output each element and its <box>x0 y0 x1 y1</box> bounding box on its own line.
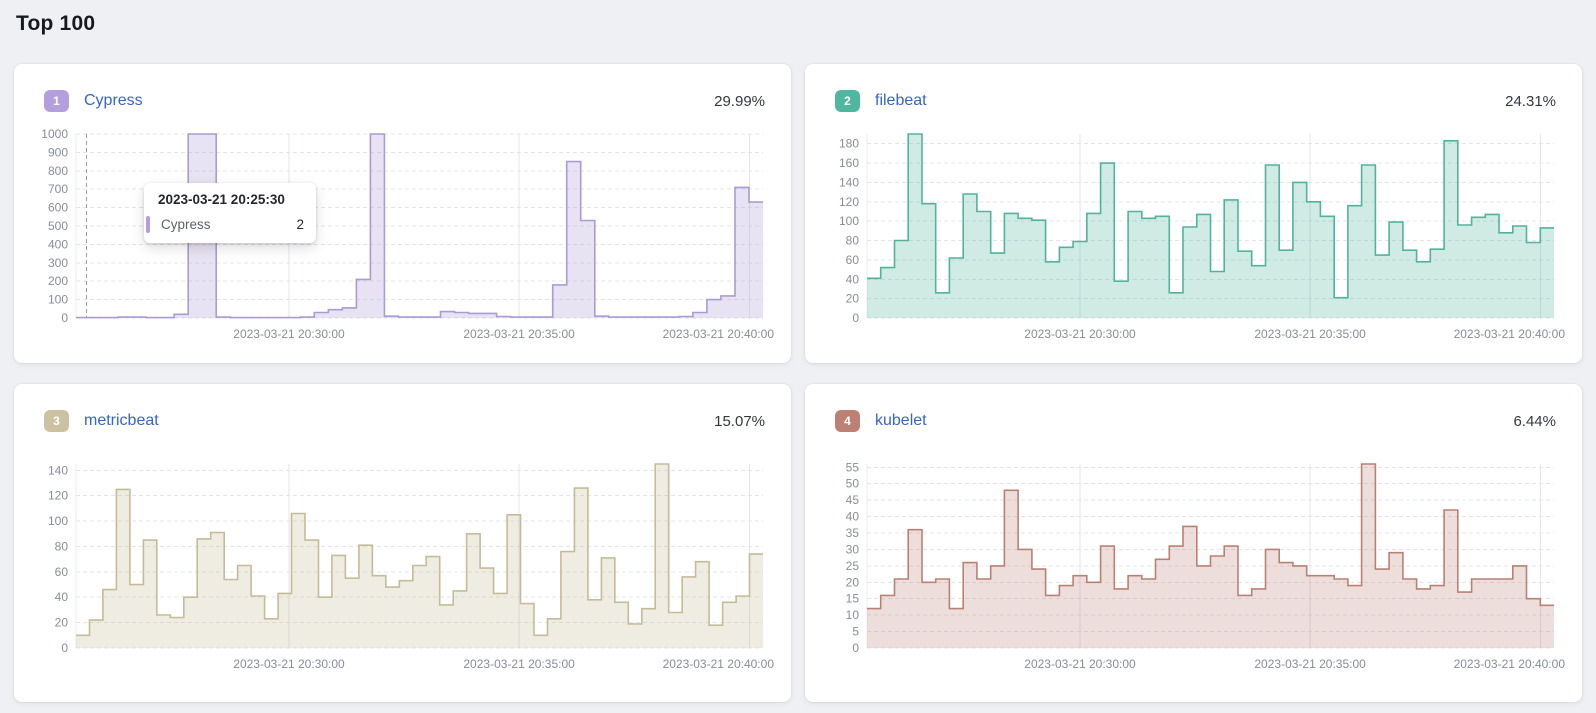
step-area-chart[interactable]: 0 20 40 60 80 100 120 140 160 180 2023-03-21 20:30… <box>821 128 1566 350</box>
y-tick-label: 15 <box>846 592 860 606</box>
area-fill <box>76 464 763 648</box>
x-tick-label: 2023-03-21 20:35:00 <box>463 657 575 671</box>
share-percentage: 29.99% <box>714 92 765 110</box>
y-tick-label: 25 <box>846 559 860 573</box>
y-tick-label: 0 <box>852 311 859 325</box>
step-area-chart[interactable]: 0 5 10 15 20 25 30 35 40 45 50 55 2023-03-21 20:30:0… <box>821 458 1566 680</box>
series-name-link[interactable]: kubelet <box>875 412 927 429</box>
page-title: Top 100 <box>16 12 96 35</box>
y-tick-label: 60 <box>846 253 860 267</box>
x-tick-label: 2023-03-21 20:40:00 <box>663 327 775 341</box>
y-tick-label: 5 <box>852 625 859 639</box>
rank-badge: 3 <box>44 410 69 432</box>
tooltip-series-label: Cypress <box>161 217 211 232</box>
x-tick-label: 2023-03-21 20:30:00 <box>1024 657 1136 671</box>
y-tick-label: 100 <box>839 214 859 228</box>
y-tick-label: 50 <box>846 477 860 491</box>
series-name-link[interactable]: metricbeat <box>84 412 159 429</box>
y-tick-label: 30 <box>846 542 860 556</box>
y-tick-label: 140 <box>48 463 68 477</box>
area-fill <box>76 134 763 318</box>
y-tick-label: 45 <box>846 493 860 507</box>
x-tick-label: 2023-03-21 20:40:00 <box>663 657 775 671</box>
y-tick-label: 55 <box>846 460 860 474</box>
y-tick-label: 10 <box>846 608 860 622</box>
card-header: 1 Cypress 29.99% <box>30 90 775 112</box>
share-percentage: 6.44% <box>1513 412 1556 430</box>
tooltip-timestamp: 2023-03-21 20:25:30 <box>158 192 285 207</box>
series-name-link[interactable]: filebeat <box>875 92 927 109</box>
y-tick-label: 100 <box>48 514 68 528</box>
dashboard-grid: 1 Cypress 29.99% 0 100 200 300 400 500 600 700 8… <box>0 64 1596 702</box>
series-marker <box>146 216 150 233</box>
share-percentage: 15.07% <box>714 412 765 430</box>
y-tick-label: 180 <box>839 137 859 151</box>
x-tick-label: 2023-03-21 20:30:00 <box>1024 327 1136 341</box>
y-tick-label: 160 <box>839 156 859 170</box>
y-tick-label: 800 <box>48 164 68 178</box>
y-tick-label: 20 <box>846 575 860 589</box>
y-tick-label: 120 <box>48 489 68 503</box>
step-area-chart[interactable]: 0 100 200 300 400 500 600 700 800 900 1000 2023-03-… <box>30 128 775 350</box>
x-tick-label: 2023-03-21 20:35:00 <box>1254 657 1366 671</box>
y-tick-label: 700 <box>48 182 68 196</box>
y-tick-label: 0 <box>852 641 859 655</box>
share-percentage: 24.31% <box>1505 92 1556 110</box>
y-tick-label: 40 <box>55 590 69 604</box>
dashboard-page: { "page": { "title": "Top 100" }, "chart… <box>0 12 1596 713</box>
y-tick-label: 500 <box>48 219 68 233</box>
card-header: 2 filebeat 24.31% <box>821 90 1566 112</box>
rank-badge: 2 <box>835 90 860 112</box>
y-tick-label: 300 <box>48 256 68 270</box>
chart-tooltip: 2023-03-21 20:25:30 Cypress 2 <box>144 183 316 243</box>
x-tick-label: 2023-03-21 20:30:00 <box>233 657 345 671</box>
card-header: 3 metricbeat 15.07% <box>30 410 775 432</box>
y-tick-label: 200 <box>48 274 68 288</box>
x-tick-label: 2023-03-21 20:40:00 <box>1454 657 1566 671</box>
y-tick-label: 80 <box>846 234 860 248</box>
chart-card-kubelet: 4 kubelet 6.44% 0 5 10 15 20 25 30 35 40 45 50 55 20… <box>805 384 1582 702</box>
y-tick-label: 600 <box>48 201 68 215</box>
y-tick-label: 100 <box>48 293 68 307</box>
area-line <box>76 463 763 637</box>
rank-badge: 4 <box>835 410 860 432</box>
area-line <box>867 133 1554 299</box>
y-tick-label: 0 <box>61 311 68 325</box>
y-tick-label: 400 <box>48 237 68 251</box>
x-tick-label: 2023-03-21 20:35:00 <box>463 327 575 341</box>
tooltip-series-row: Cypress 2 <box>146 216 304 233</box>
y-tick-label: 1000 <box>41 128 68 141</box>
y-tick-label: 0 <box>61 641 68 655</box>
x-tick-label: 2023-03-21 20:40:00 <box>1454 327 1566 341</box>
area-line <box>76 133 763 319</box>
card-header: 4 kubelet 6.44% <box>821 410 1566 432</box>
y-tick-label: 20 <box>846 292 860 306</box>
chart-card-metricbeat: 3 metricbeat 15.07% 0 20 40 60 80 100 120 140 20… <box>14 384 791 702</box>
x-tick-label: 2023-03-21 20:30:00 <box>233 327 345 341</box>
series-name-link[interactable]: Cypress <box>84 92 143 109</box>
x-tick-label: 2023-03-21 20:35:00 <box>1254 327 1366 341</box>
y-tick-label: 40 <box>846 510 860 524</box>
y-tick-label: 60 <box>55 565 69 579</box>
tooltip-series-value: 2 <box>296 217 304 232</box>
y-tick-label: 35 <box>846 526 860 540</box>
y-tick-label: 140 <box>839 175 859 189</box>
area-line <box>867 463 1554 610</box>
y-tick-label: 80 <box>55 540 69 554</box>
y-tick-label: 900 <box>48 145 68 159</box>
step-area-chart[interactable]: 0 20 40 60 80 100 120 140 2023-03-21 20:30:00 202… <box>30 458 775 680</box>
chart-card-filebeat: 2 filebeat 24.31% 0 20 40 60 80 100 120 140 160 1… <box>805 64 1582 363</box>
y-tick-label: 120 <box>839 195 859 209</box>
rank-badge: 1 <box>44 90 69 112</box>
y-tick-label: 40 <box>846 272 860 286</box>
chart-card-cypress: 1 Cypress 29.99% 0 100 200 300 400 500 600 700 8… <box>14 64 791 363</box>
y-tick-label: 20 <box>55 616 69 630</box>
